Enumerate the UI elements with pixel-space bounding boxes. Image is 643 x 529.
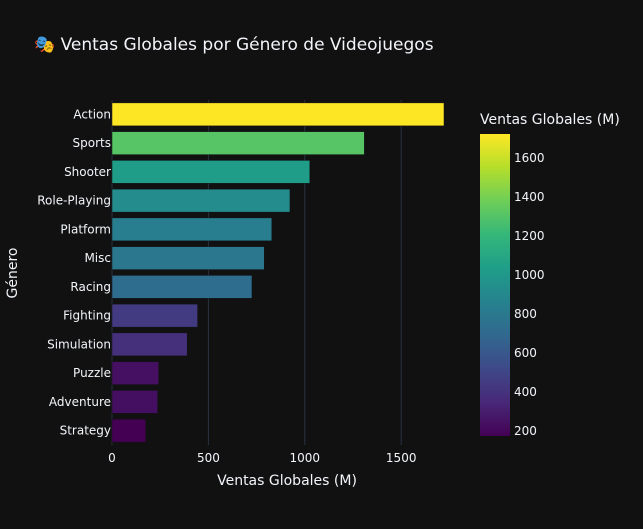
colorbar-title: Ventas Globales (M)	[480, 112, 620, 128]
y-tick-labels: Action Sports Shooter Role-Playing Platform M…	[37, 107, 111, 437]
bar-action[interactable]	[111, 102, 445, 127]
bars	[111, 102, 445, 443]
y-tick-label: Action	[73, 107, 111, 121]
bar-puzzle[interactable]	[111, 361, 159, 385]
colorbar	[480, 134, 510, 436]
colorbar-tick-label: 1600	[514, 151, 545, 165]
x-axis-title: Ventas Globales (M)	[217, 473, 357, 489]
y-axis-title: Género	[5, 248, 21, 299]
y-tick-label: Fighting	[63, 309, 111, 323]
y-tick-label: Simulation	[47, 337, 111, 351]
y-tick-label: Role-Playing	[37, 194, 111, 208]
grid-lines	[111, 100, 402, 445]
x-tick-label: 500	[197, 451, 220, 465]
x-tick-labels: 0 500 1000 1500	[108, 451, 416, 465]
bar-role-playing[interactable]	[111, 188, 291, 213]
bar-adventure[interactable]	[111, 390, 158, 414]
bar-shooter[interactable]	[111, 160, 311, 184]
bar-racing[interactable]	[111, 275, 253, 299]
x-tick-label: 0	[108, 451, 116, 465]
x-tick-label: 1000	[290, 451, 321, 465]
chart-title: 🎭 Ventas Globales por Género de Videojue…	[34, 35, 434, 55]
colorbar-tick-label: 400	[514, 385, 537, 399]
y-tick-label: Adventure	[49, 395, 111, 409]
colorbar-tick-label: 800	[514, 307, 537, 321]
colorbar-tick-label: 200	[514, 424, 537, 438]
y-tick-label: Puzzle	[73, 366, 111, 380]
bar-platform[interactable]	[111, 217, 273, 242]
bar-misc[interactable]	[111, 246, 265, 270]
y-tick-label: Shooter	[64, 165, 111, 179]
colorbar-tick-label: 600	[514, 346, 537, 360]
colorbar-tick-labels: 200 400 600 800 1000 1200 1400 1600	[514, 151, 545, 438]
x-tick-label: 1500	[386, 451, 417, 465]
colorbar-tick-label: 1200	[514, 229, 545, 243]
bar-sports[interactable]	[111, 131, 365, 155]
bar-fighting[interactable]	[111, 303, 198, 328]
y-tick-label: Strategy	[60, 424, 111, 438]
y-tick-label: Racing	[70, 280, 111, 294]
y-tick-label: Misc	[84, 251, 111, 265]
bar-strategy[interactable]	[111, 418, 146, 443]
y-tick-label: Platform	[60, 222, 111, 236]
colorbar-tick-label: 1400	[514, 190, 545, 204]
colorbar-tick-label: 1000	[514, 268, 545, 282]
bar-simulation[interactable]	[111, 332, 188, 357]
y-tick-label: Sports	[73, 136, 111, 150]
